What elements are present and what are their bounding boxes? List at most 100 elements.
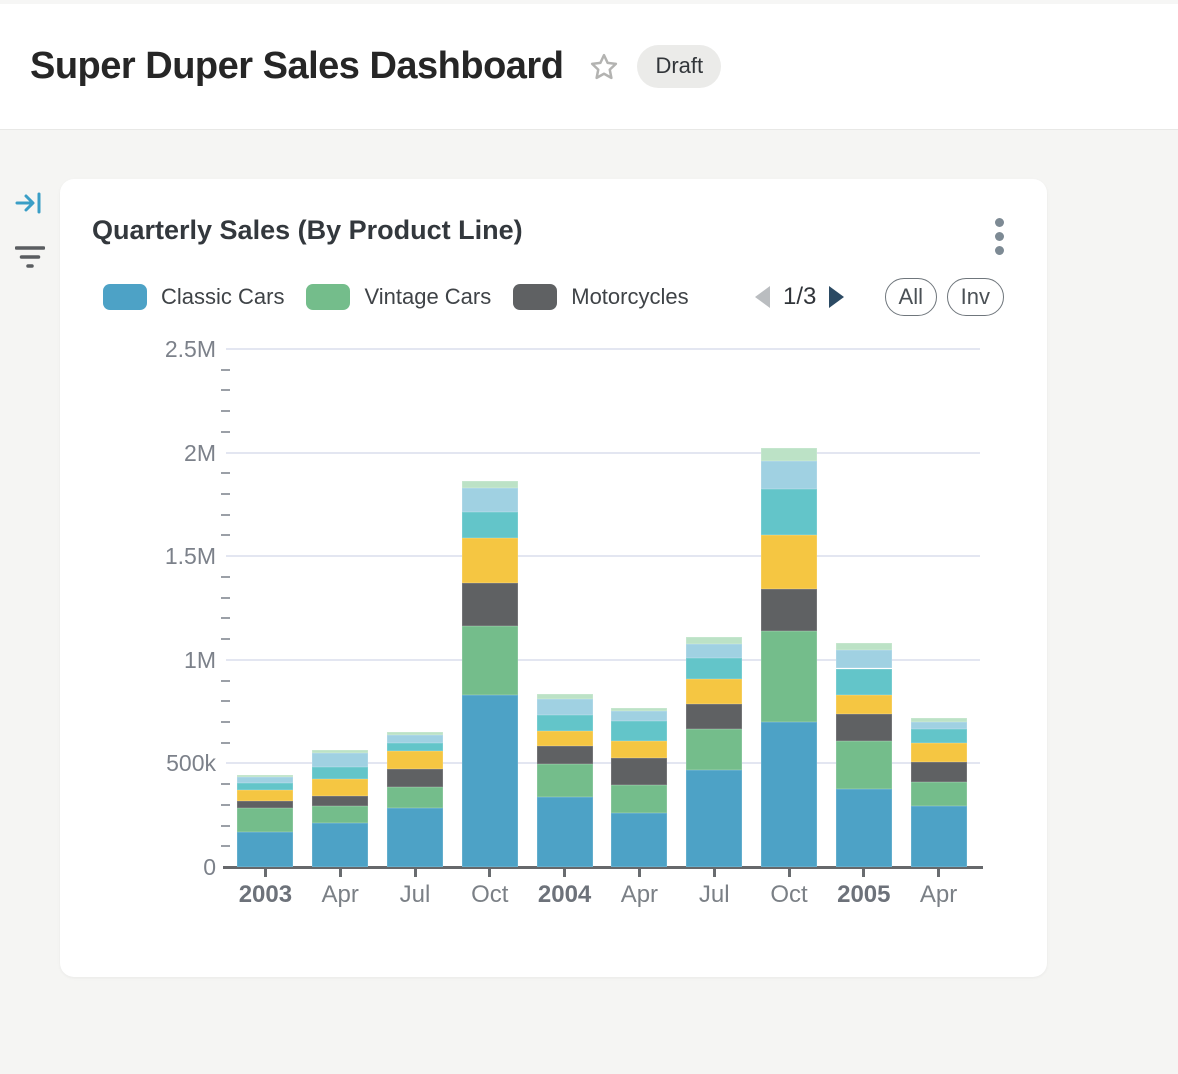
bar-segment[interactable] xyxy=(761,722,817,867)
bar-segment[interactable] xyxy=(910,761,967,783)
bar-segment[interactable] xyxy=(461,512,518,538)
bar-segment[interactable] xyxy=(761,488,817,535)
bar-segment[interactable] xyxy=(237,774,294,778)
legend-label: Vintage Cars xyxy=(364,284,492,309)
legend-swatch xyxy=(103,284,147,310)
bar-segment[interactable] xyxy=(761,534,817,589)
bar-segment[interactable] xyxy=(686,679,743,704)
bar-segment[interactable] xyxy=(761,448,817,462)
bar-segment[interactable] xyxy=(611,711,668,722)
y-minor-tick xyxy=(221,700,230,703)
bar-segment[interactable] xyxy=(387,769,443,788)
y-minor-tick xyxy=(221,638,230,641)
bar-segment[interactable] xyxy=(910,721,967,729)
bar-segment[interactable] xyxy=(611,707,668,712)
bar-segment[interactable] xyxy=(387,735,443,744)
bar-segment[interactable] xyxy=(536,745,593,764)
bar-segment[interactable] xyxy=(536,699,593,716)
bar-segment[interactable] xyxy=(387,787,443,809)
bar-segment[interactable] xyxy=(910,742,967,762)
bar-segment[interactable] xyxy=(835,643,892,650)
bar-segment[interactable] xyxy=(611,741,668,758)
bar-segment[interactable] xyxy=(536,763,593,797)
bar-segment[interactable] xyxy=(461,582,518,627)
bar-segment[interactable] xyxy=(461,537,518,583)
bar-segment[interactable] xyxy=(461,480,518,488)
legend-items: Classic Cars Vintage Cars Motorcycles xyxy=(103,278,689,316)
bar-segment[interactable] xyxy=(387,743,443,752)
bar-segment[interactable] xyxy=(686,769,743,867)
y-tick-label: 2M xyxy=(184,439,216,466)
favorite-button[interactable] xyxy=(589,52,619,82)
legend-item-classic-cars[interactable]: Classic Cars xyxy=(103,284,284,310)
bar-segment[interactable] xyxy=(387,751,443,770)
page-header: Super Duper Sales Dashboard Draft xyxy=(0,4,1178,130)
bar-segment[interactable] xyxy=(312,823,369,867)
bar-segment[interactable] xyxy=(312,778,369,796)
legend-prev-button[interactable] xyxy=(755,286,770,308)
expand-sidebar-button[interactable] xyxy=(12,187,48,219)
bar-segment[interactable] xyxy=(387,731,443,735)
bar-segment[interactable] xyxy=(237,807,294,832)
bar-segment[interactable] xyxy=(461,487,518,513)
bar-segment[interactable] xyxy=(312,753,369,767)
bar-segment[interactable] xyxy=(536,693,593,700)
y-minor-tick xyxy=(221,617,230,620)
legend-item-vintage-cars[interactable]: Vintage Cars xyxy=(306,284,491,310)
bar-segment[interactable] xyxy=(312,795,369,806)
bar-segment[interactable] xyxy=(312,750,369,754)
bar-segment[interactable] xyxy=(611,785,668,813)
bar-segment[interactable] xyxy=(835,695,892,714)
bar-segment[interactable] xyxy=(910,728,967,743)
bar-segment[interactable] xyxy=(387,808,443,867)
bar-segment[interactable] xyxy=(611,812,668,867)
bar-segment[interactable] xyxy=(910,805,967,867)
y-minor-tick xyxy=(221,803,230,806)
legend-invert-button[interactable]: Inv xyxy=(946,278,1004,316)
bar-segment[interactable] xyxy=(611,758,668,786)
bar-segment[interactable] xyxy=(835,668,892,696)
bar-segment[interactable] xyxy=(312,766,369,779)
bar-segment[interactable] xyxy=(686,728,743,770)
legend-item-motorcycles[interactable]: Motorcycles xyxy=(513,284,689,310)
bar-segment[interactable] xyxy=(237,790,294,801)
y-tick-label: 2.5M xyxy=(164,336,216,362)
y-minor-tick xyxy=(221,720,230,723)
legend-pager: 1/3 xyxy=(755,278,845,316)
bar-segment[interactable] xyxy=(686,643,743,659)
bar-segment[interactable] xyxy=(835,788,892,867)
gridline xyxy=(226,658,980,661)
bar-segment[interactable] xyxy=(312,805,369,824)
x-axis-line xyxy=(223,866,983,869)
bar-segment[interactable] xyxy=(686,637,743,644)
bar-segment[interactable] xyxy=(910,717,967,722)
bar-segment[interactable] xyxy=(761,630,817,723)
bar-segment[interactable] xyxy=(761,461,817,489)
filter-button[interactable] xyxy=(12,242,48,274)
bar-segment[interactable] xyxy=(536,796,593,867)
bar-segment[interactable] xyxy=(237,783,294,791)
bar-segment[interactable] xyxy=(237,831,294,867)
bar-segment[interactable] xyxy=(761,588,817,631)
bar-segment[interactable] xyxy=(461,626,518,696)
bar-segment[interactable] xyxy=(611,721,668,742)
legend-select-all-button[interactable]: All xyxy=(884,278,937,316)
y-minor-tick xyxy=(221,845,230,848)
legend-next-button[interactable] xyxy=(829,286,845,308)
bar-segment[interactable] xyxy=(536,730,593,746)
bar-segment[interactable] xyxy=(835,713,892,742)
card-menu-button[interactable] xyxy=(987,213,1011,259)
bar-segment[interactable] xyxy=(686,703,743,729)
kebab-icon xyxy=(994,217,1004,227)
bar-segment[interactable] xyxy=(910,782,967,806)
dashboard-content: Quarterly Sales (By Product Line) Classi… xyxy=(0,130,1178,1073)
x-tick-label: 2003 xyxy=(238,881,293,908)
bar-segment[interactable] xyxy=(461,695,518,867)
bar-segment[interactable] xyxy=(686,658,743,680)
bar-segment[interactable] xyxy=(237,800,294,808)
x-tick-label: Oct xyxy=(471,881,509,908)
bar-segment[interactable] xyxy=(237,777,294,784)
bar-segment[interactable] xyxy=(536,715,593,731)
bar-segment[interactable] xyxy=(835,649,892,669)
bar-segment[interactable] xyxy=(835,741,892,789)
